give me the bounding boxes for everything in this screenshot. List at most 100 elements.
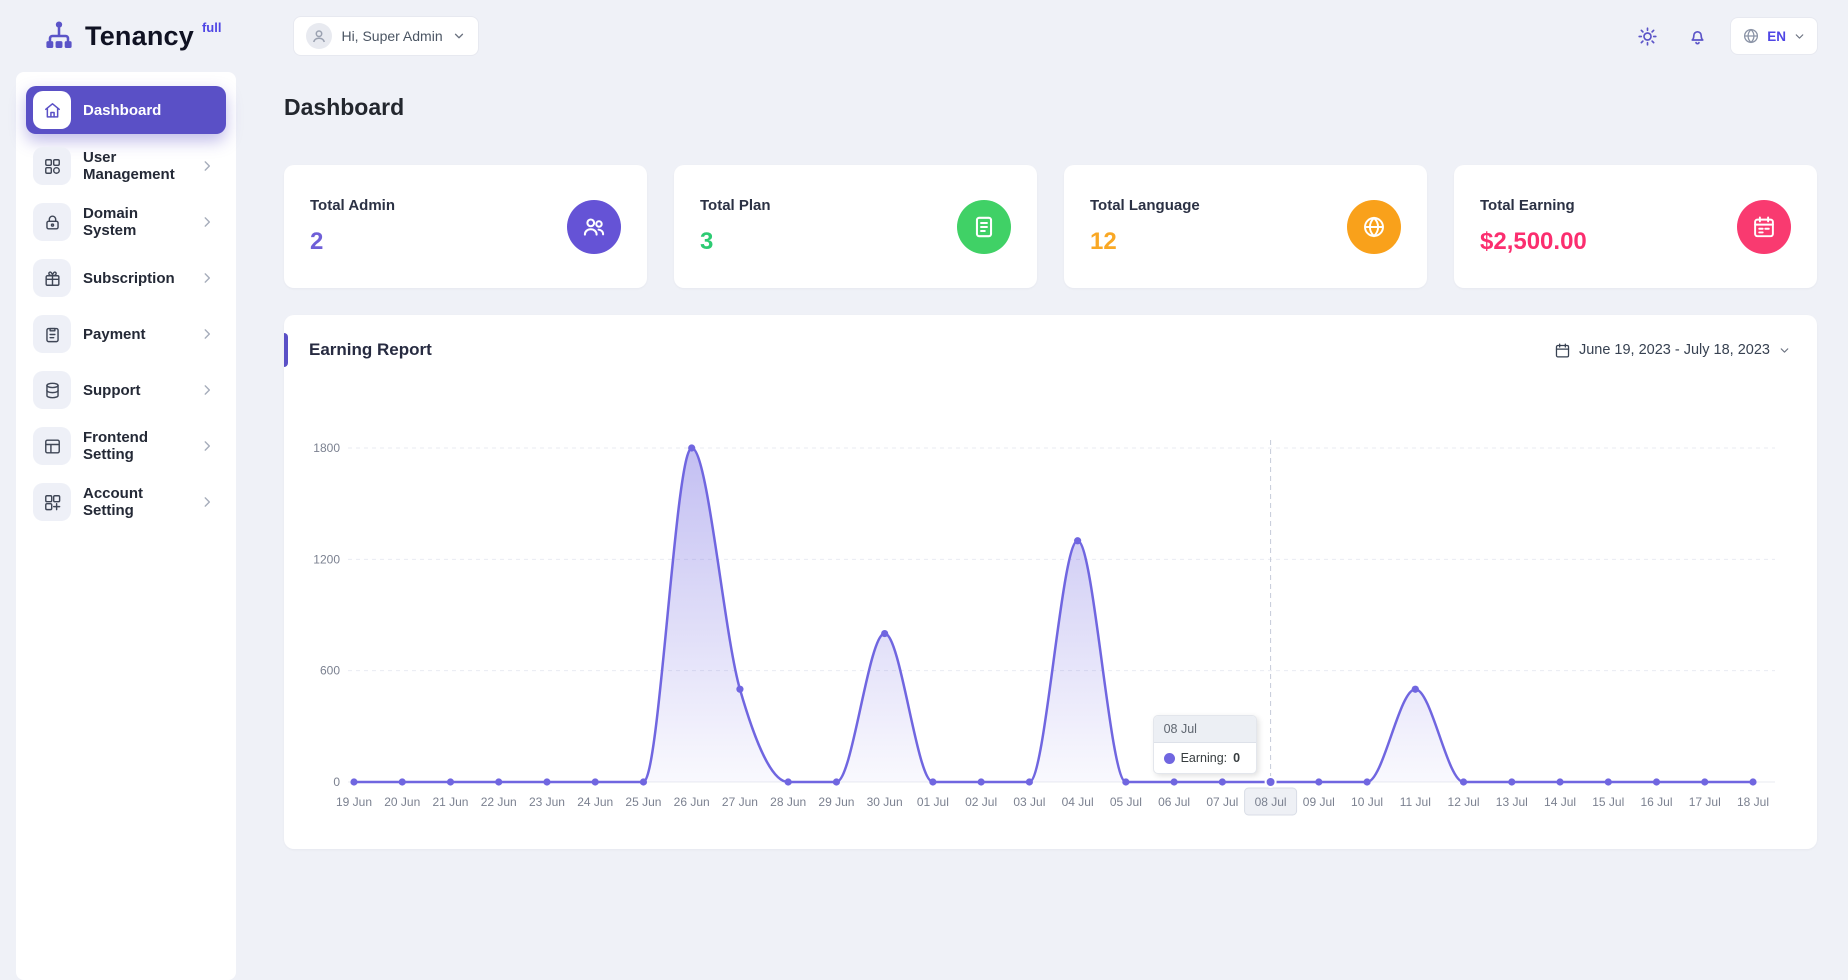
apps-icon xyxy=(33,483,71,521)
sidebar-item-label: Account Setting xyxy=(83,485,143,519)
language-label: EN xyxy=(1767,28,1786,44)
svg-text:05 Jul: 05 Jul xyxy=(1110,795,1142,809)
earning-report-header: Earning Report June 19, 2023 - July 18, … xyxy=(284,315,1817,385)
sidebar-item-label: Support xyxy=(83,381,141,399)
sidebar-item-label: Subscription xyxy=(83,269,175,287)
svg-text:29 Jun: 29 Jun xyxy=(818,795,854,809)
svg-text:02 Jul: 02 Jul xyxy=(965,795,997,809)
svg-text:1800: 1800 xyxy=(313,441,340,455)
sidebar-item-user-management[interactable]: User Management xyxy=(26,142,226,190)
svg-text:14 Jul: 14 Jul xyxy=(1544,795,1576,809)
svg-text:20 Jun: 20 Jun xyxy=(384,795,420,809)
stat-value: 3 xyxy=(700,228,714,255)
earning-chart[interactable]: 0 600 1200 1800 19 Jun 20 Jun 21 Jun 22 Jun 23 J… xyxy=(284,385,1817,835)
stat-card-total-plan: Total Plan 3 xyxy=(674,165,1037,288)
user-menu-button[interactable]: Hi, Super Admin xyxy=(293,16,479,56)
svg-text:07 Jul: 07 Jul xyxy=(1206,795,1238,809)
stat-value: 12 xyxy=(1090,228,1117,255)
svg-text:26 Jun: 26 Jun xyxy=(674,795,710,809)
svg-text:600: 600 xyxy=(320,664,340,678)
calendar-icon xyxy=(1737,199,1791,254)
svg-text:01 Jul: 01 Jul xyxy=(917,795,949,809)
svg-text:08 Jul: 08 Jul xyxy=(1255,795,1287,809)
svg-text:24 Jun: 24 Jun xyxy=(577,795,613,809)
svg-text:18 Jul: 18 Jul xyxy=(1737,795,1769,809)
users-icon xyxy=(567,199,621,254)
svg-text:22 Jun: 22 Jun xyxy=(481,795,517,809)
svg-text:1200: 1200 xyxy=(313,552,340,566)
stat-label: Total Language xyxy=(1090,197,1200,214)
sidebar-item-subscription[interactable]: Subscription xyxy=(26,254,226,302)
stat-card-total-admin: Total Admin 2 xyxy=(284,165,647,288)
sun-icon xyxy=(1638,26,1657,46)
sidebar-item-dashboard[interactable]: Dashboard xyxy=(26,86,226,134)
sidebar-item-label: Frontend Setting xyxy=(83,429,148,463)
chevron-right-icon xyxy=(200,271,214,285)
theme-toggle-button[interactable] xyxy=(1630,19,1664,53)
stat-label: Total Plan xyxy=(700,197,771,214)
stat-card-total-language: Total Language 12 xyxy=(1064,165,1427,288)
stat-value: 2 xyxy=(310,228,324,255)
sidebar-item-account-setting[interactable]: Account Setting xyxy=(26,478,226,526)
svg-text:21 Jun: 21 Jun xyxy=(432,795,468,809)
date-range-label: June 19, 2023 - July 18, 2023 xyxy=(1578,342,1770,358)
user-greeting: Hi, Super Admin xyxy=(341,28,443,44)
svg-text:27 Jun: 27 Jun xyxy=(722,795,758,809)
globe-icon xyxy=(1347,199,1401,254)
chevron-down-icon xyxy=(1793,30,1806,43)
svg-text:12 Jul: 12 Jul xyxy=(1448,795,1480,809)
stat-card-total-earning: Total Earning $2,500.00 xyxy=(1454,165,1817,288)
sidebar-item-label: Payment xyxy=(83,325,146,343)
brand-logo[interactable]: Tenancy full xyxy=(41,18,221,54)
stat-value: $2,500.00 xyxy=(1480,228,1587,255)
svg-text:15 Jul: 15 Jul xyxy=(1592,795,1624,809)
layout-icon xyxy=(33,427,71,465)
chevron-right-icon xyxy=(200,215,214,229)
home-icon xyxy=(33,91,71,129)
chevron-down-icon xyxy=(1778,344,1791,357)
topbar-actions: EN xyxy=(1630,17,1818,55)
chevron-right-icon xyxy=(200,495,214,509)
chevron-right-icon xyxy=(200,439,214,453)
grid-icon xyxy=(33,147,71,185)
svg-text:03 Jul: 03 Jul xyxy=(1013,795,1045,809)
chevron-right-icon xyxy=(200,383,214,397)
title-accent-bar xyxy=(284,333,288,367)
notifications-button[interactable] xyxy=(1680,19,1714,53)
chevron-right-icon xyxy=(200,159,214,173)
sidebar-item-label: Dashboard xyxy=(83,101,162,119)
earning-report-card: Earning Report June 19, 2023 - July 18, … xyxy=(284,315,1817,849)
brand-icon xyxy=(41,18,77,54)
sidebar-item-label: User Management xyxy=(83,149,175,183)
svg-text:30 Jun: 30 Jun xyxy=(867,795,903,809)
sidebar-item-frontend-setting[interactable]: Frontend Setting xyxy=(26,422,226,470)
svg-text:16 Jul: 16 Jul xyxy=(1641,795,1673,809)
svg-text:09 Jul: 09 Jul xyxy=(1303,795,1335,809)
clipboard-icon xyxy=(33,315,71,353)
sidebar-item-payment[interactable]: Payment xyxy=(26,310,226,358)
chevron-right-icon xyxy=(200,327,214,341)
globe-icon xyxy=(1742,27,1760,45)
svg-text:11 Jul: 11 Jul xyxy=(1400,795,1431,809)
stats-row: Total Admin 2 Total Plan 3 xyxy=(284,165,1817,288)
brand-suffix: full xyxy=(201,20,222,35)
svg-text:10 Jul: 10 Jul xyxy=(1351,795,1383,809)
page-title: Dashboard xyxy=(284,94,405,120)
stat-label: Total Admin xyxy=(310,197,395,214)
sidebar-item-domain-system[interactable]: Domain System xyxy=(26,198,226,246)
chevron-down-icon xyxy=(452,29,466,43)
gift-icon xyxy=(33,259,71,297)
svg-text:06 Jul: 06 Jul xyxy=(1158,795,1190,809)
language-selector[interactable]: EN xyxy=(1730,17,1818,55)
svg-text:17 Jul: 17 Jul xyxy=(1689,795,1721,809)
svg-text:23 Jun: 23 Jun xyxy=(529,795,565,809)
sidebar-item-label: Domain System xyxy=(83,205,139,239)
stat-label: Total Earning xyxy=(1480,197,1575,214)
database-icon xyxy=(33,371,71,409)
sidebar-item-support[interactable]: Support xyxy=(26,366,226,414)
svg-text:04 Jul: 04 Jul xyxy=(1062,795,1094,809)
date-range-selector[interactable]: June 19, 2023 - July 18, 2023 xyxy=(1554,342,1791,359)
plan-icon xyxy=(957,199,1011,254)
bell-icon xyxy=(1691,30,1704,44)
sidebar: Dashboard User Management Domain System xyxy=(16,72,236,980)
